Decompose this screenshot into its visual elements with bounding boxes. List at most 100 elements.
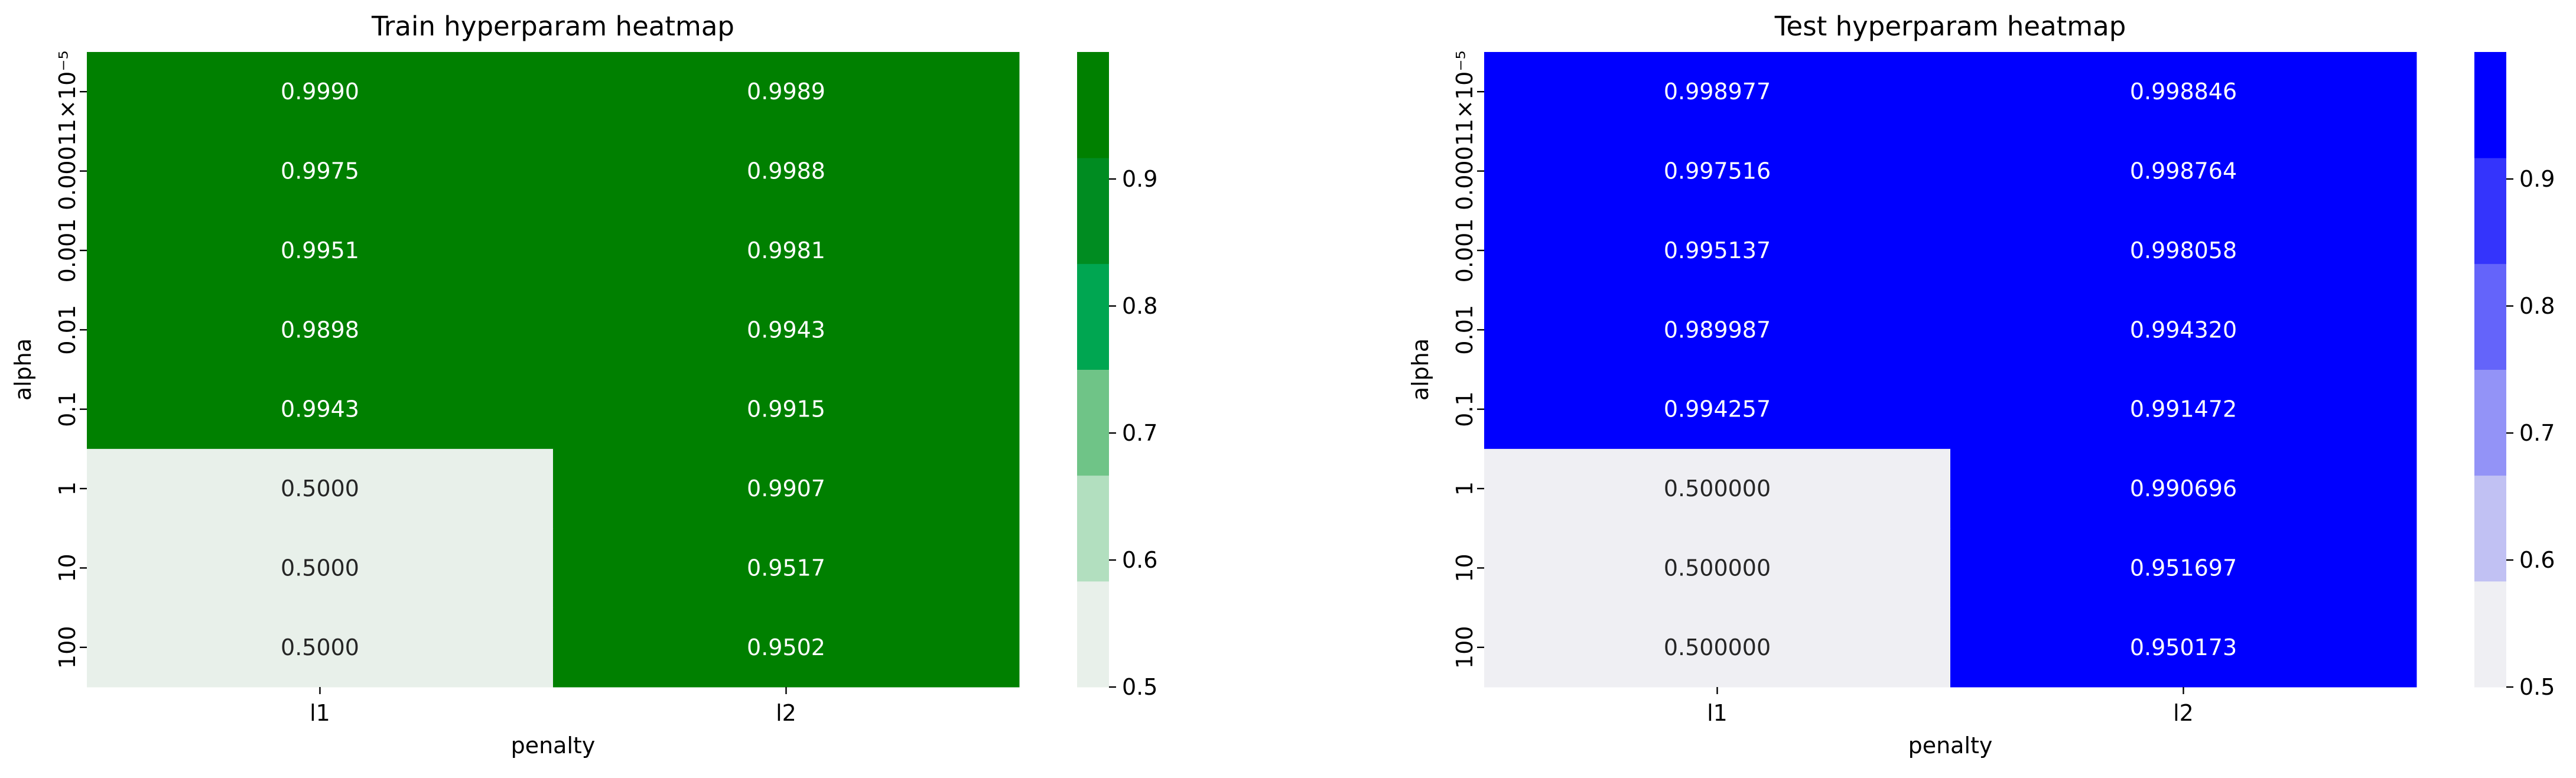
x-tick-label: l1 <box>1707 700 1728 726</box>
heatmap-cell <box>87 52 554 132</box>
y-tick-label: 1 <box>54 481 80 496</box>
heatmap-cell <box>1484 131 1951 211</box>
cell-value-label: 0.990696 <box>2130 476 2237 502</box>
heatmap-cell <box>87 290 554 370</box>
heatmap-cell <box>1950 290 2417 370</box>
heatmap-cell <box>1484 210 1951 291</box>
cell-value-label: 0.998977 <box>1664 79 1771 105</box>
heatmap-cell <box>553 52 1020 132</box>
cell-value-label: 0.950173 <box>2130 634 2237 660</box>
colorbar-segment <box>1077 158 1109 264</box>
x-axis-label: penalty <box>511 733 596 759</box>
cell-value-label: 0.9988 <box>747 158 825 184</box>
y-axis-label: alpha <box>1407 338 1433 401</box>
cell-value-label: 0.9951 <box>281 237 359 263</box>
cell-value-label: 0.994257 <box>1664 396 1771 422</box>
cell-value-label: 0.9981 <box>747 237 825 263</box>
y-tick-label: 0.01 <box>1452 305 1478 355</box>
heatmap-cell <box>553 607 1020 688</box>
colorbar-segment <box>1077 581 1109 688</box>
y-tick-label: 0.0001 <box>54 132 80 210</box>
cell-value-label: 0.500000 <box>1664 634 1771 660</box>
y-tick-label: 0.1 <box>54 391 80 427</box>
heatmap-cell <box>553 448 1020 529</box>
y-tick-label: 10 <box>54 554 80 582</box>
heatmap-cell <box>1484 290 1951 370</box>
cell-value-label: 0.9502 <box>747 634 825 660</box>
heatmap-cell <box>87 131 554 211</box>
y-axis-label: alpha <box>10 338 36 401</box>
cell-value-label: 0.9517 <box>747 555 825 581</box>
heatmap-cell <box>1484 607 1951 688</box>
colorbar-segment <box>2474 369 2506 476</box>
heatmap-cell <box>553 210 1020 291</box>
cell-value-label: 0.998846 <box>2130 79 2237 105</box>
colorbar-tick-label: 0.6 <box>1122 547 1157 573</box>
heatmap-cell <box>553 369 1020 450</box>
colorbar-tick-label: 0.9 <box>2519 166 2555 192</box>
cell-value-label: 0.989987 <box>1664 317 1771 343</box>
colorbar-segment <box>2474 581 2506 688</box>
heatmap-cell <box>1950 131 2417 211</box>
heatmap-cell <box>1950 528 2417 608</box>
cell-value-label: 0.998764 <box>2130 158 2237 184</box>
y-tick-label: 1 <box>1452 481 1478 496</box>
heatmap-cell <box>87 448 554 529</box>
heatmap-cell <box>1950 607 2417 688</box>
colorbar-tick-label: 0.5 <box>2519 674 2555 700</box>
colorbar-segment <box>1077 52 1109 158</box>
cell-value-label: 0.9975 <box>281 158 359 184</box>
cell-value-label: 0.994320 <box>2130 317 2237 343</box>
y-tick-label: 0.01 <box>54 305 80 355</box>
x-tick-label: l2 <box>776 700 796 726</box>
colorbar-segment <box>2474 263 2506 370</box>
cell-value-label: 0.998058 <box>2130 237 2237 263</box>
heatmap-cell <box>1950 448 2417 529</box>
y-tick-label: 10 <box>1452 554 1478 582</box>
cell-value-label: 0.995137 <box>1664 237 1771 263</box>
heatmap-panel-2: Test hyperparam heatmap 0.998977 0.998846 0… <box>1407 11 2555 759</box>
y-tick-label: 0.001 <box>54 219 80 283</box>
heatmap-cell <box>1950 369 2417 450</box>
heatmap-cell <box>1484 528 1951 608</box>
heatmap-cell <box>1950 52 2417 132</box>
cell-value-label: 0.991472 <box>2130 396 2237 422</box>
heatmap-cell <box>1950 210 2417 291</box>
colorbar-segment <box>1077 369 1109 476</box>
chart-title: Test hyperparam heatmap <box>1774 11 2126 42</box>
colorbar-tick-label: 0.7 <box>1122 420 1157 446</box>
colorbar-segment <box>1077 475 1109 582</box>
x-tick-label: l1 <box>310 700 330 726</box>
colorbar-segment <box>2474 158 2506 264</box>
x-axis-label: penalty <box>1908 733 1993 759</box>
y-tick-label: 100 <box>1452 626 1478 669</box>
colorbar-tick-label: 0.5 <box>1122 674 1157 700</box>
colorbar-segment <box>2474 52 2506 158</box>
heatmap-panel-1: Train hyperparam heatmap 0.9990 0.9989 0.99… <box>10 11 1157 759</box>
cell-value-label: 0.500000 <box>1664 476 1771 502</box>
x-tick-label: l2 <box>2173 700 2194 726</box>
colorbar-tick-label: 0.8 <box>1122 293 1157 319</box>
heatmap-cell <box>87 607 554 688</box>
colorbar: 0.5 0.6 0.7 0.8 0.9 <box>2474 52 2555 700</box>
cell-value-label: 0.9907 <box>747 476 825 502</box>
cell-value-label: 0.9943 <box>281 396 359 422</box>
colorbar: 0.5 0.6 0.7 0.8 0.9 <box>1077 52 1157 700</box>
y-tick-label: 100 <box>54 626 80 669</box>
y-tick-label: 0.1 <box>1452 391 1478 427</box>
heatmap-cell <box>87 528 554 608</box>
cell-value-label: 0.9943 <box>747 317 825 343</box>
cell-value-label: 0.500000 <box>1664 555 1771 581</box>
cell-value-label: 0.9989 <box>747 79 825 105</box>
y-tick-label: 1×10⁻⁵ <box>1452 50 1478 133</box>
chart-title: Train hyperparam heatmap <box>371 11 734 42</box>
colorbar-segment <box>2474 475 2506 582</box>
heatmap-cell <box>1484 448 1951 529</box>
colorbar-tick-label: 0.8 <box>2519 293 2555 319</box>
colorbar-tick-label: 0.9 <box>1122 166 1157 192</box>
heatmap-cell <box>87 210 554 291</box>
colorbar-segment <box>1077 263 1109 370</box>
cell-value-label: 0.5000 <box>281 555 359 581</box>
y-tick-label: 0.0001 <box>1452 132 1478 210</box>
